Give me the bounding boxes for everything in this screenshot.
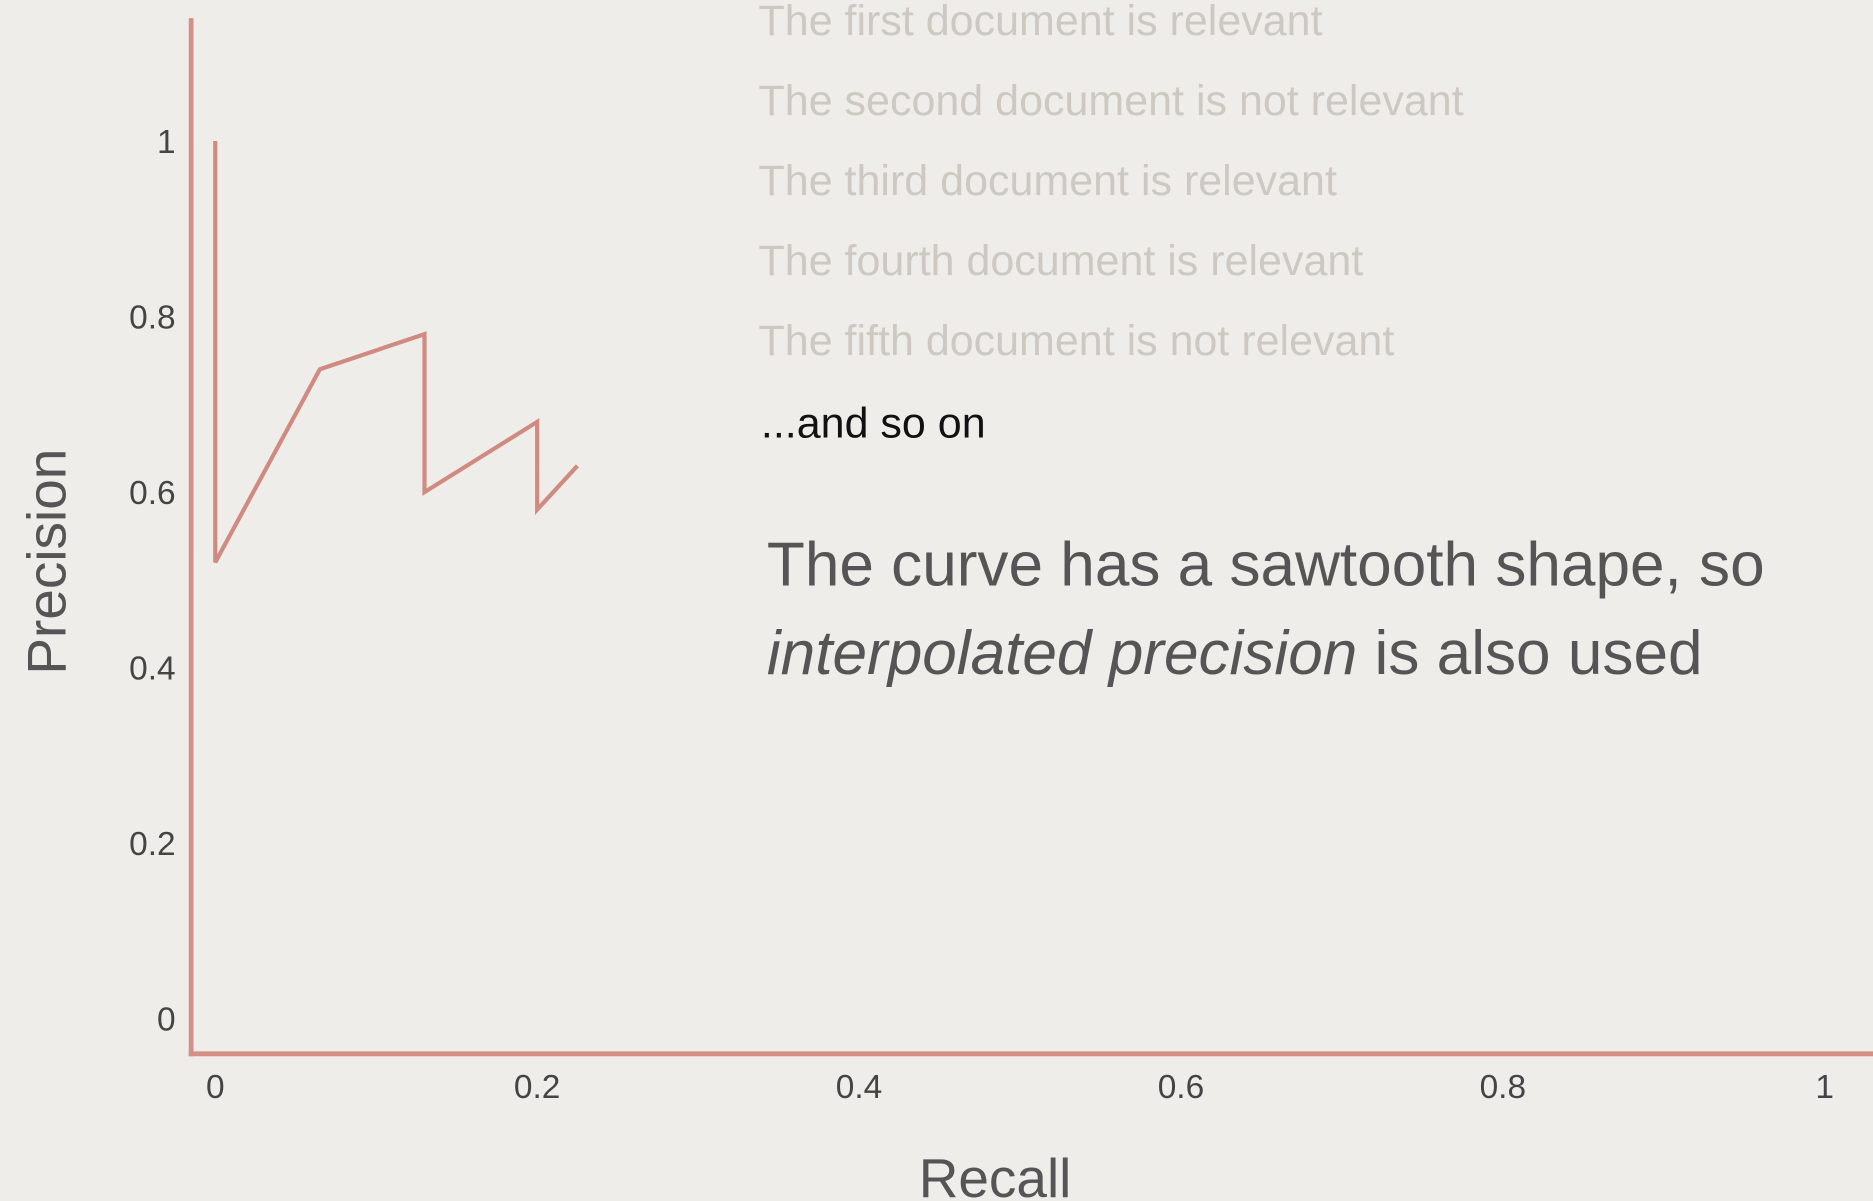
step: The fifth document is not relevant [759,317,1395,365]
x-tick-label: 0.8 [1480,1069,1526,1106]
step-list: The first document is relevant The second… [759,0,1464,365]
note-italic: interpolated precision [767,619,1357,688]
x-tick-label: 0.6 [1158,1069,1204,1106]
step: The second document is not relevant [759,77,1464,125]
note-rest: is also used [1357,619,1702,688]
x-tick-label: 1 [1815,1069,1834,1106]
x-tick-label: 0.4 [836,1069,882,1106]
y-tick-label: 0.2 [129,826,175,863]
y-axis-label: Precision [16,449,78,675]
x-tick-label: 0.2 [514,1069,560,1106]
step: The fourth document is relevant [759,237,1364,285]
x-axis-label: Recall [919,1147,1072,1201]
step: The third document is relevant [759,157,1337,205]
y-tick-label: 1 [157,124,176,161]
note-line1: The curve has a sawtooth shape, so [767,531,1765,600]
step: The first document is relevant [759,0,1323,45]
note-line2: interpolated precision is also used [767,619,1703,688]
y-tick-label: 0.4 [129,651,175,688]
y-tick-label: 0.8 [129,300,175,337]
precision-curve [213,141,579,564]
continuation: ...and so on [761,399,986,447]
x-tick-label: 0 [206,1069,225,1106]
y-tick-label: 0.6 [129,475,175,512]
y-tick-label: 0 [157,1002,176,1039]
